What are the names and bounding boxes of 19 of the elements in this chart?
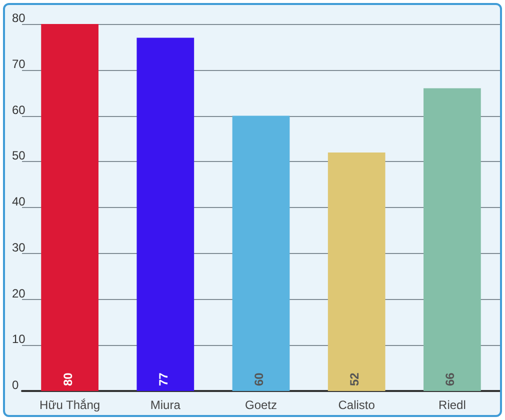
y-tick-label: 10 [12,332,26,346]
data-label: 77 [156,372,170,386]
data-label: 60 [252,372,266,386]
x-tick-label: Miura [150,398,181,412]
y-tick-label: 50 [12,148,26,163]
y-tick-label: 80 [12,11,26,25]
y-tick-label: 20 [12,286,26,300]
x-tick-label: Calisto [338,398,376,412]
y-tick-label: 70 [12,56,26,71]
y-tick-label: 0 [12,378,19,392]
data-label: 52 [348,372,362,386]
y-tick-label: 60 [12,102,26,117]
y-tick-label: 40 [12,194,26,208]
x-tick-label: Riedl [438,398,466,412]
data-label: 66 [443,372,458,386]
x-tick-label: Hữu Thắng [40,398,100,412]
data-label: 80 [60,372,75,386]
y-tick-label: 30 [12,240,26,254]
x-tick-label: Goetz [244,398,278,412]
